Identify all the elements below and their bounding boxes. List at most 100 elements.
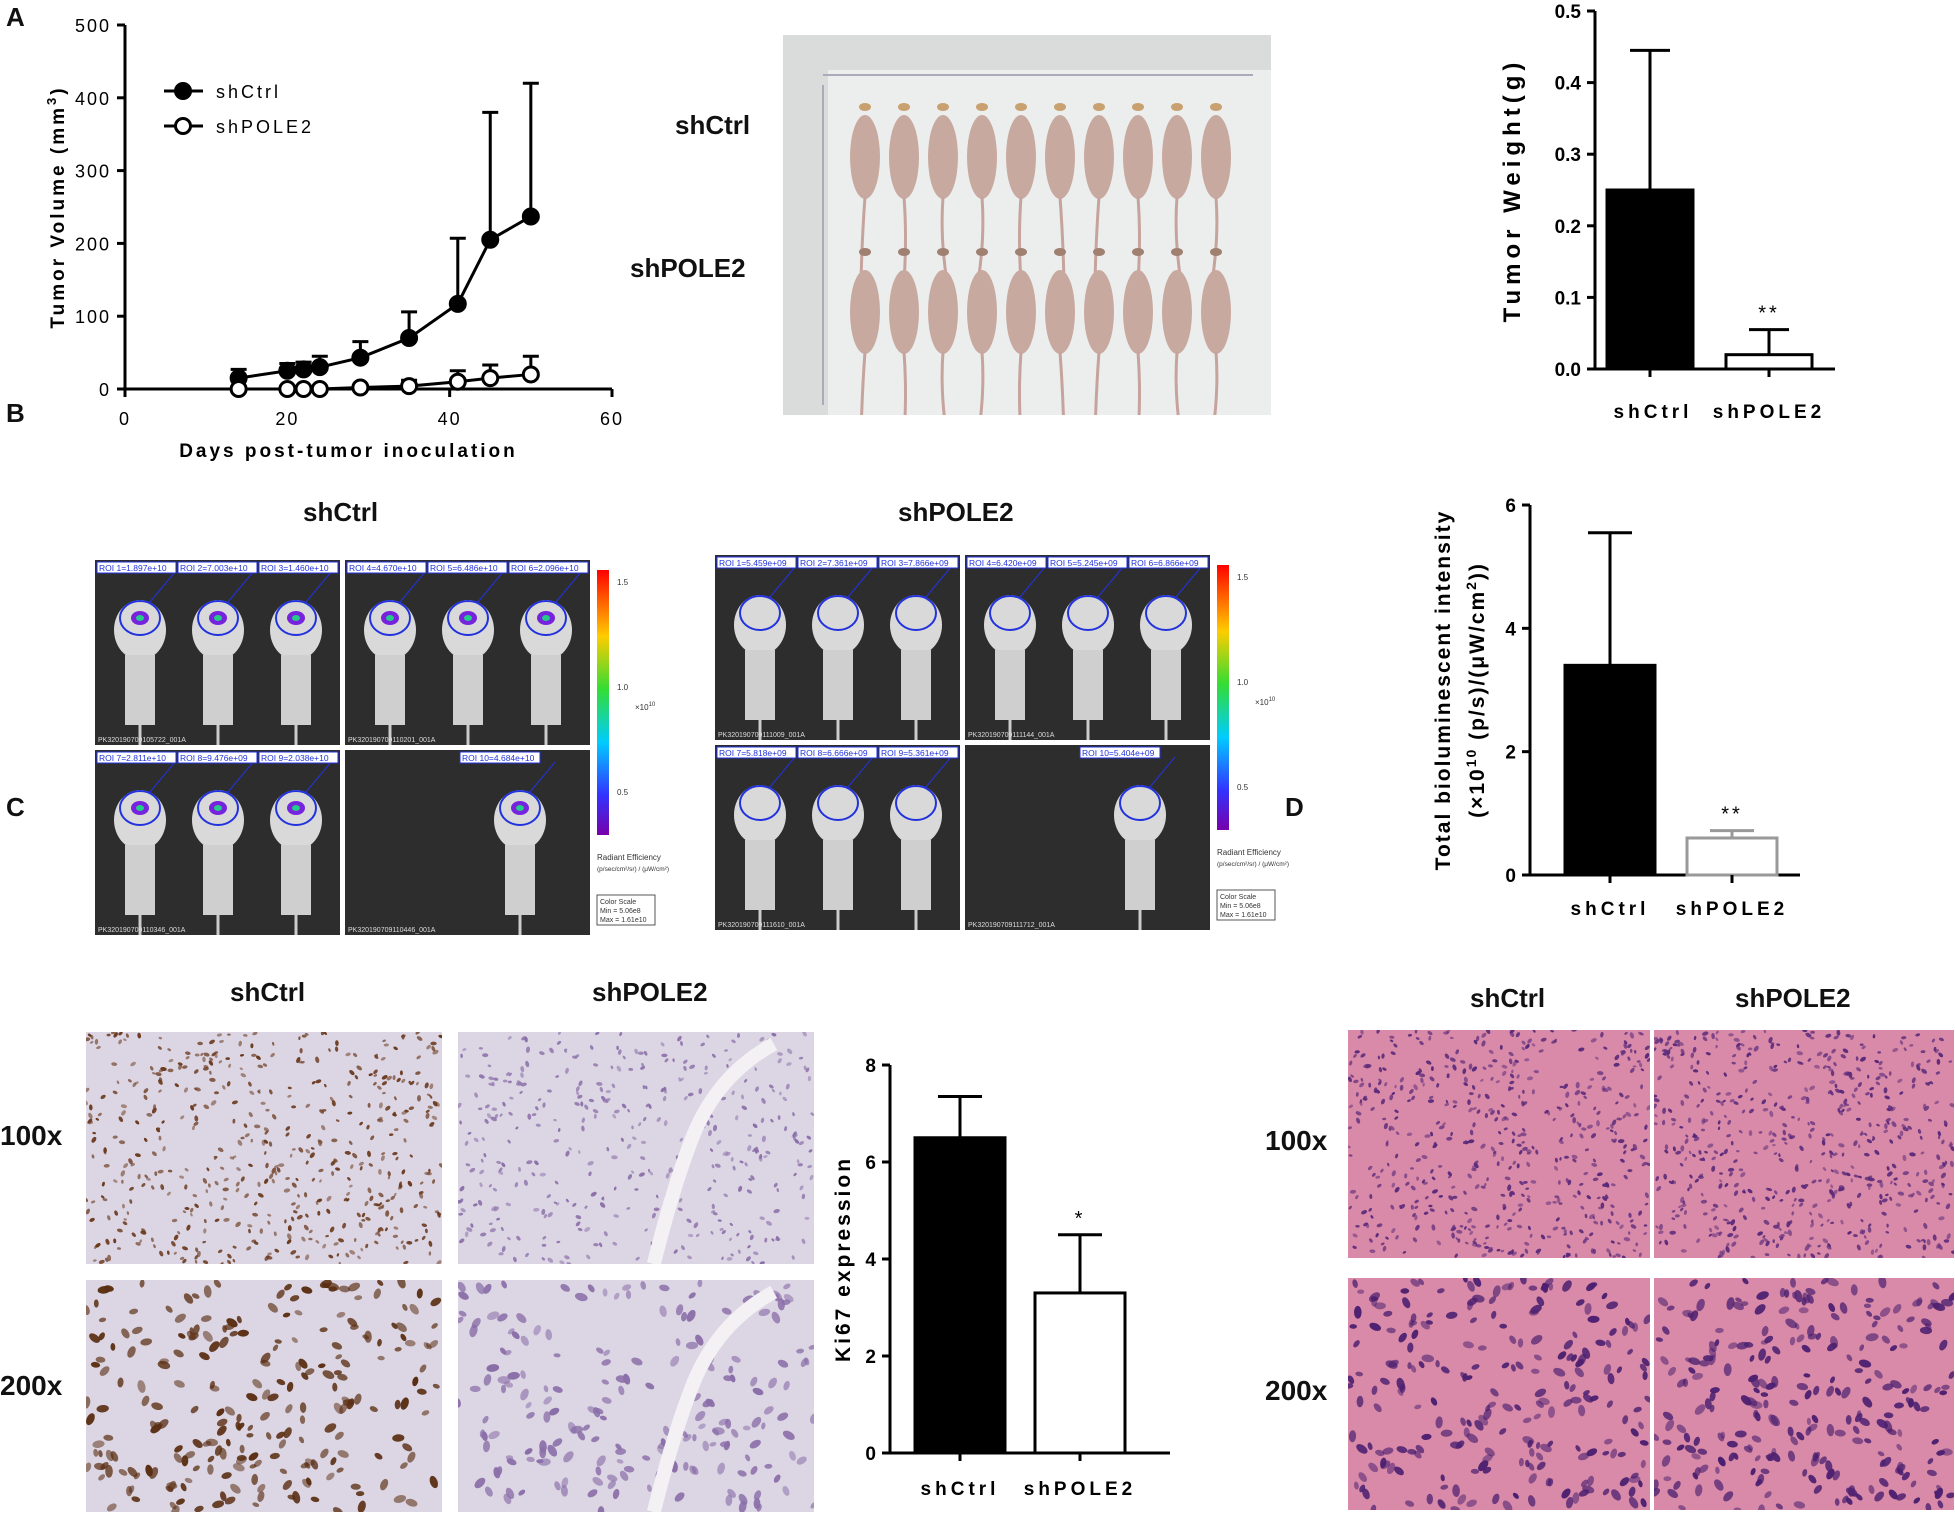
- cell-nucleus: [1778, 1306, 1790, 1315]
- cell-nucleus: [1661, 1119, 1666, 1126]
- mouse-body: [745, 840, 775, 910]
- cell-nucleus: [534, 1160, 539, 1166]
- cell-nucleus: [1788, 1220, 1793, 1225]
- cell-nucleus: [564, 1048, 568, 1053]
- he-label-ctrl: shCtrl: [1470, 983, 1546, 1013]
- y-tick-label: 300: [75, 162, 111, 182]
- cell-nucleus: [359, 1166, 363, 1171]
- cell-nucleus: [641, 1062, 645, 1067]
- cell-nucleus: [426, 1093, 431, 1096]
- cell-nucleus: [291, 1182, 297, 1188]
- cell-nucleus: [166, 1250, 170, 1255]
- cell-nucleus: [1414, 1205, 1419, 1209]
- cell-nucleus: [209, 1077, 216, 1082]
- cell-nucleus: [158, 1135, 162, 1141]
- cell-nucleus: [1466, 1419, 1472, 1427]
- cell-nucleus: [1421, 1154, 1428, 1160]
- cell-nucleus: [1813, 1484, 1823, 1494]
- cell-nucleus: [659, 1305, 667, 1317]
- cell-nucleus: [482, 1415, 489, 1424]
- cell-nucleus: [1899, 1040, 1904, 1045]
- cell-nucleus: [1684, 1444, 1697, 1454]
- cell-nucleus: [541, 1257, 545, 1261]
- cell-nucleus: [1718, 1231, 1723, 1235]
- mouse-body: [1201, 115, 1231, 199]
- x-tick-label: 0: [119, 409, 131, 429]
- cell-nucleus: [347, 1111, 353, 1115]
- cell-nucleus: [621, 1103, 627, 1109]
- cell-nucleus: [1488, 1049, 1494, 1054]
- cell-nucleus: [1580, 1479, 1589, 1487]
- cell-nucleus: [1718, 1183, 1723, 1189]
- cell-nucleus: [274, 1164, 279, 1169]
- cell-nucleus: [1575, 1299, 1585, 1306]
- cell-nucleus: [1807, 1333, 1818, 1340]
- cell-nucleus: [1369, 1322, 1381, 1331]
- cell-nucleus: [1852, 1425, 1860, 1434]
- cell-nucleus: [1779, 1236, 1784, 1241]
- cell-nucleus: [1430, 1169, 1434, 1174]
- cell-nucleus: [1841, 1171, 1847, 1176]
- cell-nucleus: [1375, 1449, 1385, 1456]
- cell-nucleus: [199, 1352, 210, 1361]
- cell-nucleus: [1806, 1417, 1812, 1425]
- cell-nucleus: [525, 1252, 529, 1258]
- cell-nucleus: [577, 1227, 583, 1232]
- cell-nucleus: [723, 1193, 728, 1198]
- mouse-tail: [979, 351, 985, 415]
- cell-nucleus: [1939, 1390, 1948, 1396]
- tumor: [1054, 248, 1066, 256]
- cell-nucleus: [645, 1085, 648, 1090]
- cell-nucleus: [260, 1411, 270, 1421]
- cell-nucleus: [1818, 1213, 1823, 1219]
- cell-nucleus: [458, 1199, 462, 1204]
- roi-circle: [499, 790, 541, 826]
- cell-nucleus: [1608, 1252, 1612, 1257]
- cell-nucleus: [1826, 1385, 1835, 1397]
- cell-nucleus: [773, 1182, 778, 1188]
- roi-circle: [197, 600, 239, 636]
- cell-nucleus: [192, 1125, 195, 1131]
- cell-nucleus: [86, 1037, 91, 1042]
- cell-nucleus: [1692, 1069, 1699, 1073]
- cell-nucleus: [1687, 1117, 1692, 1123]
- cell-nucleus: [299, 1402, 307, 1413]
- cell-nucleus: [391, 1322, 398, 1329]
- cell-nucleus: [120, 1170, 126, 1177]
- photo-label-kd: shPOLE2: [630, 253, 746, 283]
- cell-nucleus: [685, 1341, 699, 1350]
- cell-nucleus: [194, 1053, 200, 1057]
- cell-nucleus: [1615, 1221, 1620, 1225]
- cell-nucleus: [796, 1456, 807, 1465]
- cell-nucleus: [107, 1254, 112, 1262]
- cell-nucleus: [1378, 1067, 1383, 1073]
- mouse-body: [281, 655, 311, 725]
- cell-nucleus: [603, 1349, 611, 1356]
- cell-nucleus: [276, 1379, 286, 1386]
- roi-label-box: [346, 561, 427, 574]
- cell-nucleus: [1892, 1048, 1899, 1052]
- cell-nucleus: [184, 1206, 190, 1211]
- cell-nucleus: [1485, 1224, 1490, 1228]
- cell-nucleus: [1715, 1466, 1720, 1474]
- cell-nucleus: [695, 1233, 700, 1238]
- cell-nucleus: [1583, 1394, 1594, 1403]
- cell-nucleus: [1577, 1452, 1590, 1461]
- cell-nucleus: [226, 1081, 231, 1087]
- cell-nucleus: [1407, 1448, 1417, 1455]
- cell-nucleus: [1893, 1182, 1897, 1186]
- cell-nucleus: [257, 1491, 265, 1502]
- cell-nucleus: [324, 1083, 327, 1088]
- cell-nucleus: [1348, 1430, 1357, 1443]
- cell-nucleus: [1656, 1186, 1662, 1192]
- cell-nucleus: [1410, 1313, 1417, 1323]
- cell-nucleus: [1657, 1075, 1662, 1081]
- roi-label: ROI 7=2.811e+10: [99, 753, 166, 763]
- cell-nucleus: [1451, 1232, 1455, 1239]
- cell-nucleus: [1748, 1130, 1753, 1137]
- y-tick-label: 0: [99, 380, 111, 400]
- cell-nucleus: [348, 1094, 353, 1099]
- cell-nucleus: [1500, 1249, 1505, 1253]
- mouse: [1062, 595, 1114, 655]
- cell-nucleus: [1523, 1180, 1528, 1184]
